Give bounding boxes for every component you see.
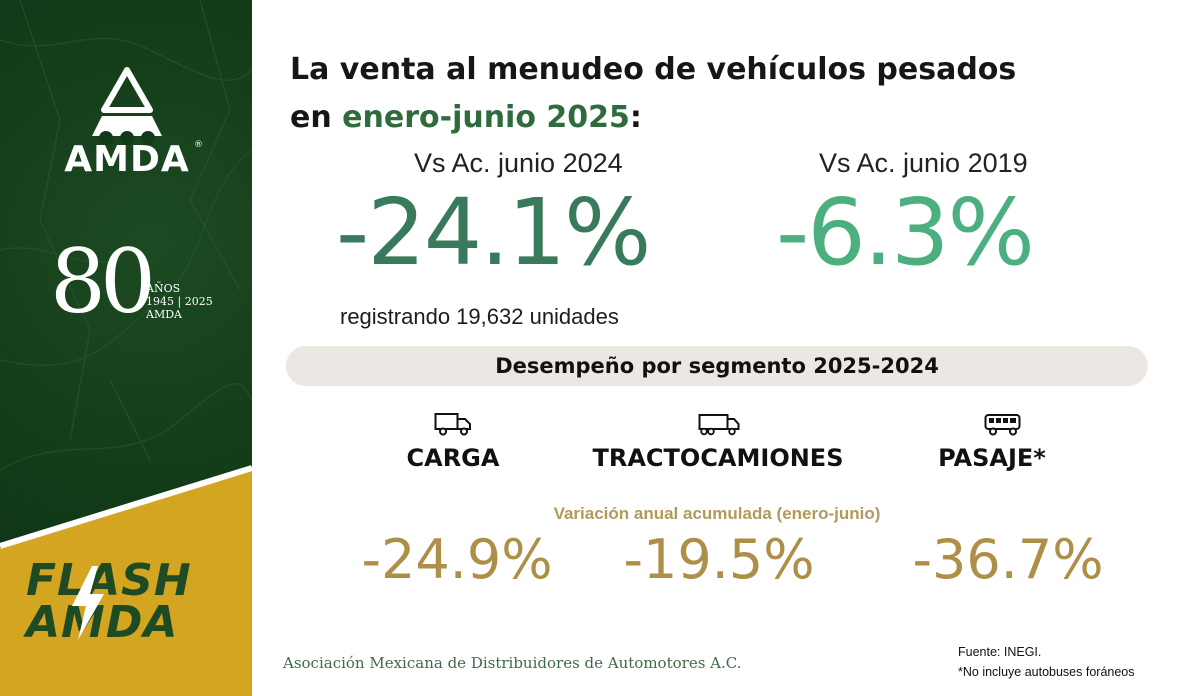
association-name: Asociación Mexicana de Distribuidores de…	[283, 654, 742, 672]
headline-line-1: La venta al menudeo de vehículos pesados	[290, 52, 1017, 87]
segment-value-carga: -24.9%	[361, 528, 553, 591]
anniversary-years: 1945 | 2025	[146, 295, 213, 308]
segment-title-bar: Desempeño por segmento 2025-2024	[286, 346, 1148, 386]
anniversary-word: AÑOS	[146, 282, 181, 295]
lightning-bolt-icon	[72, 566, 104, 640]
comparison-2019-label: Vs Ac. junio 2019	[819, 148, 1028, 178]
semi-truck-icon	[698, 414, 740, 436]
headline-suffix: :	[629, 100, 642, 135]
bus-icon	[984, 414, 1021, 436]
segment-name-carga: CARGA	[406, 444, 500, 472]
gold-corner-shape	[0, 465, 252, 696]
footnote-text: *No incluye autobuses foráneos	[958, 665, 1135, 679]
anniversary-org: AMDA	[146, 308, 182, 321]
source-text: Fuente: INEGI.	[958, 645, 1042, 659]
headline-period: enero-junio 2025	[342, 100, 630, 135]
amda-mountain-logo-icon	[92, 67, 162, 145]
headline-line-2: en enero-junio 2025:	[290, 94, 1170, 142]
flash-amda-logo: FLASH AMDA	[26, 555, 192, 648]
brand-panel: AMDA ® 80 AÑOS 1945 | 2025 AMDA FLASH AM…	[0, 0, 252, 696]
anniversary-number: 80	[50, 230, 156, 333]
flash-word: FLASH	[26, 555, 192, 606]
registered-mark: ®	[194, 140, 203, 150]
comparison-2024-label: Vs Ac. junio 2024	[414, 148, 623, 178]
units-note: registrando 19,632 unidades	[340, 304, 619, 329]
comparison-2019-value: -6.3%	[776, 179, 1035, 286]
segment-name-pasaje: PASAJE*	[938, 444, 1046, 472]
flash-amda-word: AMDA	[26, 597, 179, 648]
headline: La venta al menudeo de vehículos pesados…	[290, 46, 1170, 142]
box-truck-icon	[434, 413, 471, 436]
source-notes: Fuente: INEGI. *No incluye autobuses for…	[958, 642, 1135, 682]
anniversary-text: AÑOS 1945 | 2025 AMDA	[146, 282, 213, 321]
map-lines-background	[0, 0, 252, 471]
comparison-2024-value: -24.1%	[336, 179, 651, 286]
headline-prefix: en	[290, 100, 343, 135]
segment-value-pasaje: -36.7%	[912, 528, 1104, 591]
variation-label: Variación anual acumulada (enero-junio)	[553, 504, 881, 523]
segment-value-tractocamiones: -19.5%	[623, 528, 815, 591]
amda-wordmark: AMDA	[64, 139, 190, 180]
segment-title: Desempeño por segmento 2025-2024	[495, 354, 939, 378]
segment-name-tractocamiones: TRACTOCAMIONES	[592, 444, 844, 472]
